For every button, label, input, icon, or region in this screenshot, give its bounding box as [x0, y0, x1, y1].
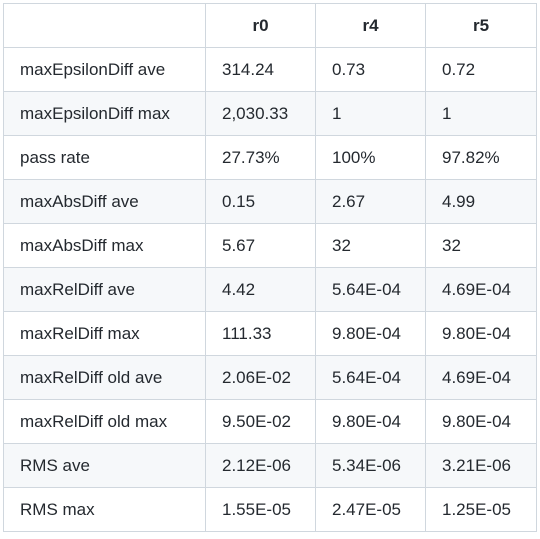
table-cell-value-r4: 0.73 — [315, 47, 426, 92]
table-row: pass rate 27.73% 100% 97.82% — [3, 135, 537, 180]
table-row: maxAbsDiff max 5.67 32 32 — [3, 223, 537, 268]
table-cell-metric-name: maxEpsilonDiff ave — [3, 47, 206, 92]
header-cell-r0: r0 — [205, 3, 316, 48]
table-row: maxRelDiff max 111.33 9.80E-04 9.80E-04 — [3, 311, 537, 356]
table-cell-metric-name: maxRelDiff old ave — [3, 355, 206, 400]
table-cell-value-r0: 9.50E-02 — [205, 399, 316, 444]
header-row: r0 r4 r5 — [3, 3, 537, 48]
table-cell-value-r0: 2.12E-06 — [205, 443, 316, 488]
header-cell-r5: r5 — [425, 3, 537, 48]
table-row: maxRelDiff old max 9.50E-02 9.80E-04 9.80E-… — [3, 399, 537, 444]
table-cell-value-r0: 1.55E-05 — [205, 487, 316, 532]
table-cell-value-r0: 27.73% — [205, 135, 316, 180]
table-cell-value-r5: 1 — [425, 91, 537, 136]
table-cell-value-r0: 4.42 — [205, 267, 316, 312]
table-cell-value-r4: 9.80E-04 — [315, 399, 426, 444]
table-cell-metric-name: maxRelDiff max — [3, 311, 206, 356]
table-body: maxEpsilonDiff ave 314.24 0.73 0.72 maxEpsil… — [3, 47, 537, 532]
table-cell-metric-name: RMS ave — [3, 443, 206, 488]
table-cell-value-r4: 2.47E-05 — [315, 487, 426, 532]
table-row: maxRelDiff old ave 2.06E-02 5.64E-04 4.69E-… — [3, 355, 537, 400]
table-header: r0 r4 r5 — [3, 3, 537, 48]
table-cell-metric-name: RMS max — [3, 487, 206, 532]
table-cell-metric-name: maxEpsilonDiff max — [3, 91, 206, 136]
table-cell-value-r4: 2.67 — [315, 179, 426, 224]
table-row: RMS ave 2.12E-06 5.34E-06 3.21E-06 — [3, 443, 537, 488]
table-cell-value-r0: 314.24 — [205, 47, 316, 92]
header-cell-r4: r4 — [315, 3, 426, 48]
table-cell-value-r4: 5.64E-04 — [315, 355, 426, 400]
table-cell-value-r4: 1 — [315, 91, 426, 136]
table-cell-value-r5: 9.80E-04 — [425, 399, 537, 444]
table-cell-value-r4: 100% — [315, 135, 426, 180]
table-row: maxAbsDiff ave 0.15 2.67 4.99 — [3, 179, 537, 224]
table-cell-value-r5: 32 — [425, 223, 537, 268]
metrics-table: r0 r4 r5 maxEpsilonDiff ave 314.24 0.73 0.7… — [3, 3, 537, 532]
table-row: RMS max 1.55E-05 2.47E-05 1.25E-05 — [3, 487, 537, 532]
table-cell-metric-name: maxAbsDiff ave — [3, 179, 206, 224]
table-cell-value-r0: 111.33 — [205, 311, 316, 356]
table-cell-metric-name: maxRelDiff old max — [3, 399, 206, 444]
table-cell-value-r5: 4.69E-04 — [425, 267, 537, 312]
table-cell-value-r5: 1.25E-05 — [425, 487, 537, 532]
table-cell-value-r5: 4.99 — [425, 179, 537, 224]
table-row: maxEpsilonDiff ave 314.24 0.73 0.72 — [3, 47, 537, 92]
table-cell-metric-name: pass rate — [3, 135, 206, 180]
table-cell-value-r5: 9.80E-04 — [425, 311, 537, 356]
table-cell-value-r0: 2.06E-02 — [205, 355, 316, 400]
table-cell-value-r4: 5.34E-06 — [315, 443, 426, 488]
table-cell-value-r0: 0.15 — [205, 179, 316, 224]
table-cell-value-r0: 2,030.33 — [205, 91, 316, 136]
table-row: maxRelDiff ave 4.42 5.64E-04 4.69E-04 — [3, 267, 537, 312]
header-cell-corner — [3, 3, 206, 48]
table-cell-value-r4: 5.64E-04 — [315, 267, 426, 312]
table-cell-value-r5: 4.69E-04 — [425, 355, 537, 400]
table-cell-metric-name: maxAbsDiff max — [3, 223, 206, 268]
table-cell-value-r4: 32 — [315, 223, 426, 268]
table-cell-metric-name: maxRelDiff ave — [3, 267, 206, 312]
table-row: maxEpsilonDiff max 2,030.33 1 1 — [3, 91, 537, 136]
table-cell-value-r4: 9.80E-04 — [315, 311, 426, 356]
table-cell-value-r0: 5.67 — [205, 223, 316, 268]
table-cell-value-r5: 97.82% — [425, 135, 537, 180]
table-cell-value-r5: 3.21E-06 — [425, 443, 537, 488]
table-cell-value-r5: 0.72 — [425, 47, 537, 92]
